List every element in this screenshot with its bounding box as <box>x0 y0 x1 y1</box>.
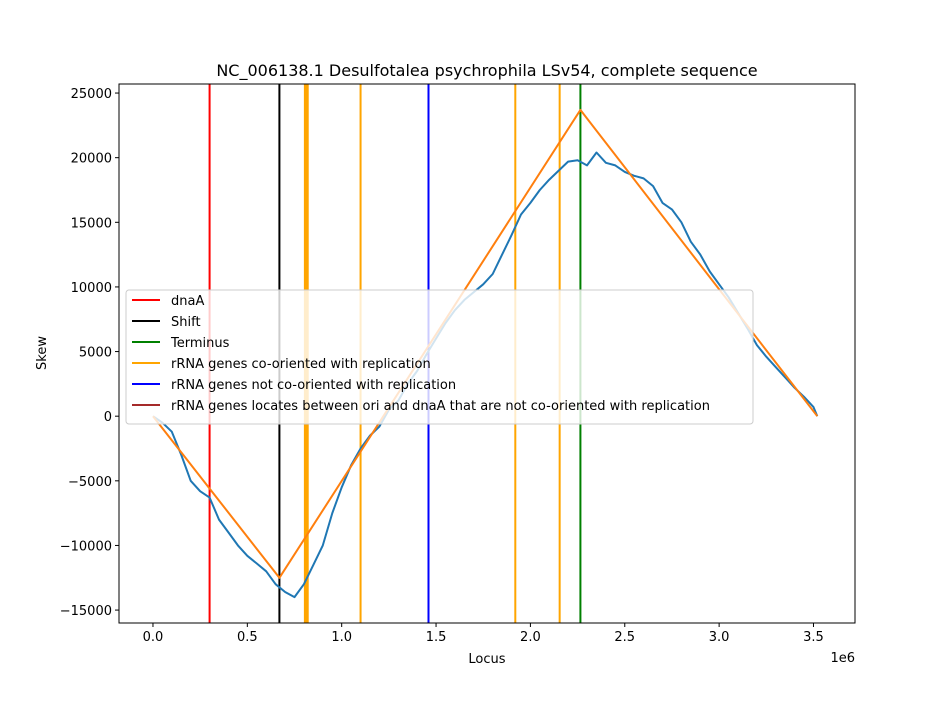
x-axis-label: Locus <box>468 652 505 667</box>
y-tick-label-3: 0 <box>104 410 112 425</box>
x-axis-offset-label: 1e6 <box>830 651 855 666</box>
chart-title: NC_006138.1 Desulfotalea psychrophila LS… <box>216 61 757 81</box>
legend-label-0: dnaA <box>171 294 204 309</box>
x-tick-label-6: 3.0 <box>709 630 730 645</box>
legend-label-5: rRNA genes locates between ori and dnaA … <box>171 399 710 414</box>
x-tick-label-2: 1.0 <box>331 630 352 645</box>
plot-frame <box>118 83 856 624</box>
x-tick-label-3: 1.5 <box>426 630 447 645</box>
y-tick-label-5: 10000 <box>71 281 112 296</box>
legend-label-1: Shift <box>171 315 201 330</box>
y-axis: −15000 −10000 −5000 0 5000 10000 15000 20000 250… <box>60 87 119 619</box>
legend-box <box>125 289 754 425</box>
series-line-0 <box>152 151 819 599</box>
y-tick-label-1: −10000 <box>60 539 112 554</box>
y-tick-label-7: 20000 <box>71 152 112 167</box>
legend-label-4: rRNA genes not co-oriented with replicat… <box>171 378 456 393</box>
x-axis: 0.0 0.5 1.0 1.5 2.0 2.5 3.0 3.5 <box>143 623 824 645</box>
y-tick-label-8: 25000 <box>71 87 112 102</box>
y-tick-label-6: 15000 <box>71 216 112 231</box>
legend-label-3: rRNA genes co-oriented with replication <box>171 357 431 372</box>
y-tick-label-4: 5000 <box>79 346 112 361</box>
x-tick-label-1: 0.5 <box>237 630 258 645</box>
x-tick-label-7: 3.5 <box>803 630 824 645</box>
x-tick-label-4: 2.0 <box>520 630 541 645</box>
y-tick-label-2: −5000 <box>68 475 112 490</box>
x-tick-label-5: 2.5 <box>614 630 635 645</box>
legend-label-2: Terminus <box>170 336 230 351</box>
x-tick-label-0: 0.0 <box>143 630 164 645</box>
y-tick-label-0: −15000 <box>60 604 112 619</box>
y-axis-label: Skew <box>35 336 50 370</box>
legend: dnaA Shift Terminus rRNA genes co-oriented … <box>125 289 754 425</box>
